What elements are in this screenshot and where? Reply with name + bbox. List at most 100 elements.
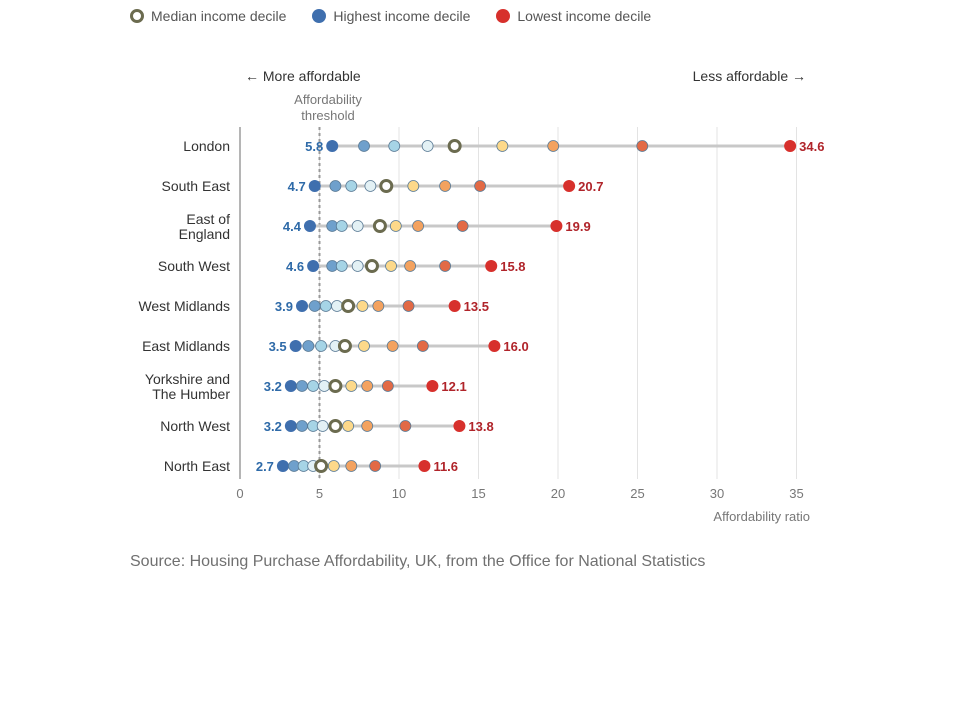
decile-point bbox=[474, 180, 486, 192]
lowest-decile-point bbox=[485, 260, 498, 272]
lowest-decile-value-label: 20.7 bbox=[578, 179, 603, 194]
decile-point bbox=[315, 340, 327, 352]
threshold-label-line2: threshold bbox=[301, 108, 354, 123]
lowest-decile-value-label: 13.5 bbox=[464, 299, 489, 314]
highest-decile-value-label: 2.7 bbox=[256, 459, 274, 474]
highest-decile-value-label: 3.2 bbox=[264, 379, 282, 394]
decile-point bbox=[307, 380, 320, 392]
legend-item-highest: Highest income decile bbox=[312, 8, 470, 24]
decile-point bbox=[439, 260, 452, 272]
highest-marker-icon bbox=[312, 9, 327, 23]
lowest-decile-point bbox=[784, 140, 797, 152]
region-label: East of bbox=[186, 211, 230, 227]
decile-point bbox=[356, 300, 369, 312]
x-tick-label: 5 bbox=[316, 486, 323, 501]
legend-label-highest: Highest income decile bbox=[333, 8, 471, 24]
x-tick-label: 15 bbox=[471, 486, 485, 501]
region-label: Yorkshire and bbox=[145, 371, 230, 387]
median-decile-point bbox=[328, 379, 343, 393]
region-row: South West 4.6 15.8 bbox=[158, 258, 526, 274]
decile-point bbox=[412, 220, 424, 232]
decile-point bbox=[296, 380, 308, 392]
x-tick-label: 25 bbox=[630, 486, 644, 501]
region-row: North East 2.7 11.6 bbox=[164, 458, 458, 474]
x-axis: 0 5 10 15 20 25 30 35 bbox=[236, 486, 803, 501]
median-decile-point bbox=[364, 259, 379, 273]
region-row: North West 3.2 13.8 bbox=[160, 418, 493, 434]
lowest-decile-value-label: 15.8 bbox=[500, 259, 525, 274]
lowest-decile-point bbox=[418, 460, 431, 472]
highest-decile-value-label: 3.9 bbox=[275, 299, 293, 314]
median-decile-point bbox=[328, 419, 343, 433]
highest-decile-value-label: 4.4 bbox=[283, 219, 302, 234]
source-note: Source: Housing Purchase Affordability, … bbox=[130, 553, 706, 570]
decile-point bbox=[318, 380, 331, 392]
highest-decile-value-label: 4.7 bbox=[288, 179, 306, 194]
highest-decile-value-label: 3.2 bbox=[264, 419, 282, 434]
highest-decile-point bbox=[307, 260, 320, 272]
median-decile-point bbox=[341, 299, 356, 313]
lowest-decile-value-label: 12.1 bbox=[441, 379, 466, 394]
decile-point bbox=[386, 340, 399, 352]
decile-point bbox=[496, 140, 509, 152]
region-label: The Humber bbox=[152, 386, 230, 402]
median-decile-point bbox=[372, 219, 387, 233]
highest-decile-point bbox=[284, 380, 297, 392]
region-label: South East bbox=[162, 178, 231, 194]
region-row: South East 4.7 20.7 bbox=[162, 178, 604, 194]
lowest-decile-point bbox=[448, 300, 461, 312]
lowest-marker-icon bbox=[496, 9, 511, 23]
more-affordable-annotation: ← More affordable bbox=[245, 68, 361, 84]
decile-point bbox=[302, 340, 315, 352]
region-label: England bbox=[179, 226, 230, 242]
decile-point bbox=[389, 220, 402, 232]
median-decile-point bbox=[314, 459, 329, 473]
lowest-decile-value-label: 16.0 bbox=[503, 339, 528, 354]
x-tick-label: 20 bbox=[551, 486, 565, 501]
lowest-decile-point bbox=[563, 180, 576, 192]
decile-point bbox=[407, 180, 420, 192]
x-axis-title: Affordability ratio bbox=[713, 509, 810, 524]
median-decile-point bbox=[337, 339, 352, 353]
decile-point bbox=[345, 460, 358, 472]
lowest-decile-value-label: 13.8 bbox=[468, 419, 493, 434]
decile-point bbox=[358, 340, 370, 352]
median-decile-point bbox=[447, 139, 462, 153]
region-rows: London 5.8 34.6 South East 4.7 20.7 East ofEng… bbox=[138, 138, 824, 474]
lowest-decile-value-label: 11.6 bbox=[433, 459, 458, 474]
region-row: London 5.8 34.6 bbox=[183, 138, 824, 154]
decile-point bbox=[399, 420, 412, 432]
highest-decile-value-label: 5.8 bbox=[305, 139, 323, 154]
lowest-decile-point bbox=[426, 380, 439, 392]
decile-point bbox=[296, 420, 308, 432]
region-label: South West bbox=[158, 258, 230, 274]
decile-point bbox=[358, 140, 370, 152]
lowest-decile-point bbox=[453, 420, 466, 432]
lowest-decile-point bbox=[550, 220, 563, 232]
x-tick-label: 30 bbox=[710, 486, 724, 501]
lowest-decile-point bbox=[488, 340, 501, 352]
x-tick-label: 0 bbox=[236, 486, 243, 501]
decile-point bbox=[308, 300, 321, 312]
affordability-chart: London 5.8 34.6 South East 4.7 20.7 East ofEng… bbox=[138, 68, 824, 524]
legend-label-lowest: Lowest income decile bbox=[517, 8, 652, 24]
decile-point bbox=[345, 380, 358, 392]
highest-decile-point bbox=[289, 340, 302, 352]
region-row: East Midlands 3.5 16.0 bbox=[142, 338, 529, 354]
decile-point bbox=[319, 300, 332, 312]
decile-point bbox=[421, 140, 434, 152]
decile-point bbox=[416, 340, 429, 352]
highest-decile-point bbox=[284, 420, 297, 432]
region-label: West Midlands bbox=[138, 298, 230, 314]
decile-point bbox=[351, 220, 364, 232]
decile-point bbox=[456, 220, 469, 232]
decile-point bbox=[381, 380, 394, 392]
highest-decile-value-label: 4.6 bbox=[286, 259, 304, 274]
decile-point bbox=[372, 300, 385, 312]
region-label: London bbox=[183, 138, 230, 154]
decile-point bbox=[351, 260, 364, 272]
decile-point bbox=[327, 460, 340, 472]
decile-point bbox=[335, 220, 348, 232]
legend-item-median: Median income decile bbox=[130, 8, 286, 24]
